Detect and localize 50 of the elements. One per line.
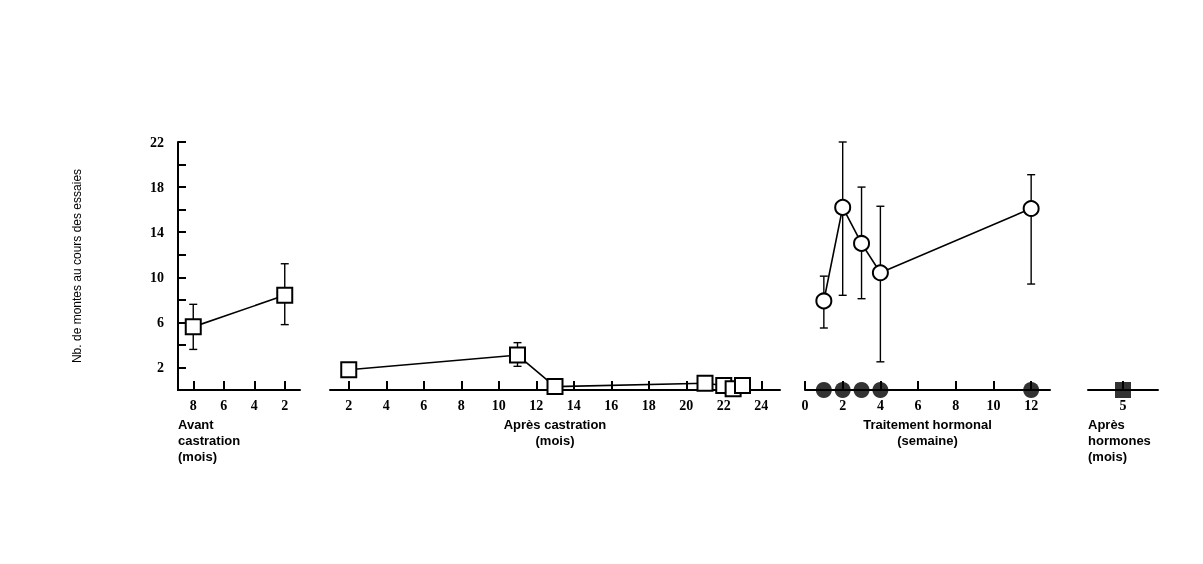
x-tick-label: 14	[566, 397, 581, 413]
x-tick-label: 2	[839, 397, 847, 413]
x-tick-label: 20	[679, 397, 694, 413]
x-tick-label: 8	[189, 397, 197, 413]
point	[509, 346, 526, 364]
x-tick-label: 6	[914, 397, 922, 413]
point	[871, 264, 889, 282]
x-tick-label: 12	[1024, 397, 1039, 413]
point	[1022, 200, 1040, 217]
point	[546, 378, 564, 396]
point	[734, 376, 751, 394]
x-tick-label: 18	[641, 397, 656, 413]
point	[815, 382, 832, 398]
x-tick-label: 24	[754, 397, 769, 413]
y-tick-label: 2	[157, 359, 164, 375]
x-tick-label: 10	[986, 397, 1001, 413]
x-axis-title: Après castration (mois)	[503, 416, 607, 448]
x-tick-label: 22	[716, 397, 731, 413]
y-tick-label: 10	[150, 269, 164, 285]
point	[834, 382, 851, 398]
point	[696, 374, 714, 392]
y-tick-label: 14	[150, 224, 164, 240]
x-axis-title: Avant castration (mois)	[178, 416, 241, 464]
y-tick-label: 18	[150, 179, 164, 195]
x-axis-title: Après hormones (mois)	[1088, 416, 1151, 464]
point	[1023, 382, 1040, 398]
x-tick-label: 0	[801, 397, 809, 413]
y-tick-label: 6	[157, 314, 164, 330]
x-tick-label: 4	[876, 397, 884, 413]
y-tick-label: 22	[150, 134, 164, 150]
point	[872, 382, 889, 398]
x-tick-label: 6	[220, 397, 228, 413]
x-tick-label: 5	[1119, 397, 1127, 413]
x-tick-label: 6	[420, 397, 428, 413]
x-tick-label: 2	[345, 397, 353, 413]
x-tick-label: 4	[250, 397, 258, 413]
x-tick-label: 4	[382, 397, 390, 413]
x-tick-label: 10	[491, 397, 506, 413]
x-tick-label: 12	[529, 397, 544, 413]
point	[815, 292, 833, 310]
y-axis-title: Nb. de montes au cours des essaies	[70, 168, 84, 364]
x-axis-title: Traitement hormonal (semaine)	[863, 416, 992, 448]
point	[853, 234, 871, 252]
x-tick-label: 2	[281, 397, 289, 413]
x-tick-label: 8	[457, 397, 465, 413]
point	[834, 198, 852, 216]
point	[853, 382, 870, 398]
x-tick-label: 16	[604, 397, 619, 413]
x-tick-label: 8	[952, 397, 960, 413]
point	[340, 361, 358, 379]
